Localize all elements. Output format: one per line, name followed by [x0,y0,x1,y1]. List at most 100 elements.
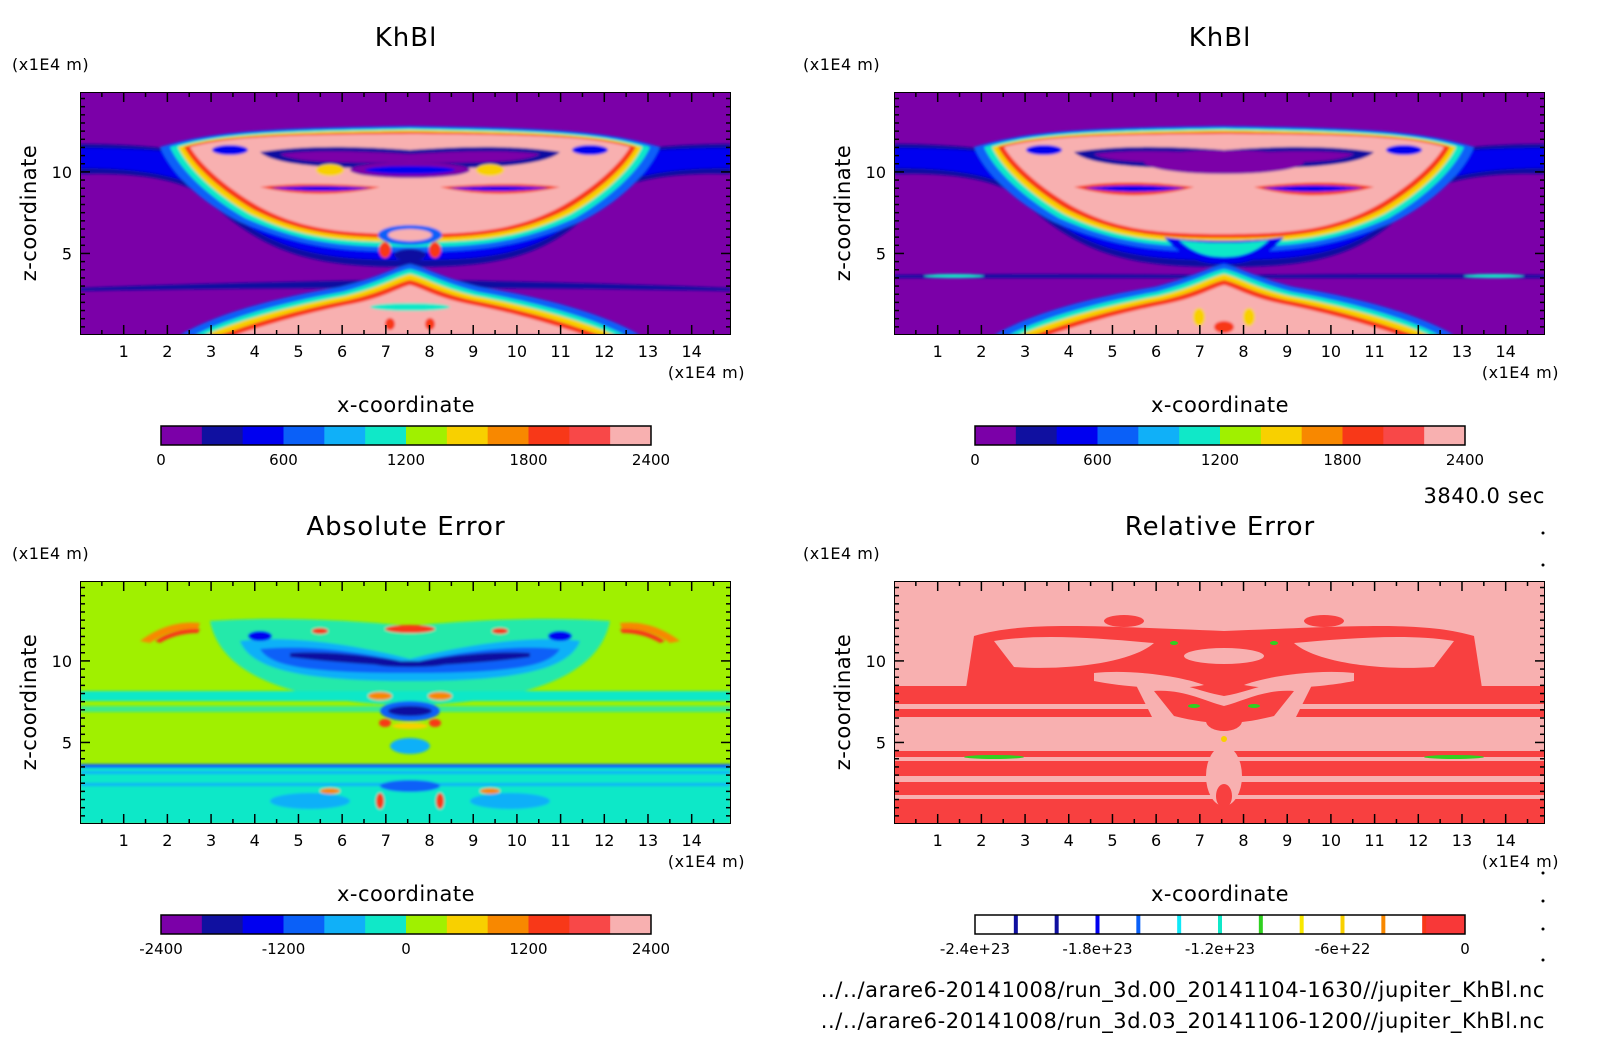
x-tick-label: 13 [1452,831,1472,850]
colorbar-swatch [1138,426,1180,445]
colorbar-tick-label: 0 [970,451,980,469]
colorbar-swatch [446,915,489,934]
colorbar-level-line [1136,915,1141,934]
panel-khbl-left: KhBl (x1E4 m) [12,23,745,469]
colorbar-swatch [1301,426,1343,445]
x-tick-labels: 1 2 3 4 5 6 7 8 9 10 11 12 13 14 [119,831,702,850]
x-tick-labels: 1 2 3 4 5 6 7 8 9 10 11 12 13 14 [119,342,702,361]
colorbar-swatch [610,915,652,934]
colorbar-swatch [1015,915,1058,934]
colorbar-swatch [1260,915,1303,934]
x-tick-label: 2 [162,342,172,361]
panel-title: KhBl [1189,23,1252,53]
colorbar-swatch [1260,426,1303,445]
x-tick-label: 13 [638,342,658,361]
colorbar-level-line [1013,915,1018,934]
colorbar-frame [160,425,652,446]
colorbar-swatch [1097,915,1139,934]
x-tick-label: 4 [1064,831,1074,850]
file-path-1: ../../arare6-20141008/run_3d.00_20141104… [821,978,1545,1003]
colorbar-tick-label: -6e+22 [1315,940,1371,958]
x-tick-label: 2 [162,831,172,850]
panel-title: Absolute Error [306,512,505,542]
colorbar-swatch [365,426,407,445]
x-tick-label: 2 [976,342,986,361]
x-tick-labels: 1 2 3 4 5 6 7 8 9 10 11 12 13 14 [933,831,1516,850]
y-tick-labels: 5 10 [866,652,886,753]
colorbar-frame [974,425,1466,446]
x-unit-label: (x1E4 m) [1482,852,1559,871]
dot-markers [1541,531,1545,962]
x-tick-label: 1 [119,831,129,850]
colorbar-level-line [1054,915,1059,934]
x-tick-label: 3 [1020,831,1030,850]
x-tick-label: 3 [206,831,216,850]
x-tick-label: 8 [1238,342,1248,361]
y-unit-label: (x1E4 m) [803,55,880,74]
x-unit-label: (x1E4 m) [668,852,745,871]
colorbar-swatch [528,426,570,445]
colorbar-level-line [1340,915,1345,934]
y-tick-label: 10 [52,163,72,182]
panel-relative-error: Relative Error (x1E4 m) [803,512,1559,958]
x-tick-label: 6 [1151,831,1161,850]
colorbar-swatch [365,915,407,934]
colorbar-tick-label: 1800 [509,451,547,469]
contour-field [894,581,1545,824]
colorbar-swatch [161,426,203,445]
x-tick-label: 9 [468,342,478,361]
tick-marks [894,581,1545,824]
y-tick-labels: 5 10 [866,163,886,264]
y-tick-labels: 5 10 [52,652,72,753]
dot-marker [1541,531,1545,535]
y-tick-label: 10 [866,652,886,671]
colorbar-tick-label: 0 [401,940,411,958]
colorbar-tick-label: 2400 [1446,451,1484,469]
y-tick-label: 5 [876,244,886,263]
x-tick-label: 7 [1195,831,1205,850]
x-tick-label: 5 [293,831,303,850]
x-tick-label: 12 [594,342,614,361]
dot-marker [1541,927,1545,931]
x-tick-label: 5 [293,342,303,361]
time-label: 3840.0 sec [1423,484,1545,508]
x-tick-label: 12 [594,831,614,850]
x-tick-label: 8 [424,342,434,361]
colorbar-tick-label: 0 [1460,940,1470,958]
contour-field [80,581,731,824]
panel-title: KhBl [375,23,438,53]
colorbar: 0 600 1200 1800 2400 [970,425,1484,469]
colorbar-swatch [1301,915,1343,934]
colorbar-tick-label: 1200 [509,940,547,958]
y-tick-label: 10 [52,652,72,671]
colorbar: 0 600 1200 1800 2400 [156,425,670,469]
x-tick-label: 8 [1238,831,1248,850]
colorbar-tick-label: 600 [269,451,298,469]
x-tick-label: 11 [1364,342,1384,361]
colorbar-tick-label: 1200 [1201,451,1239,469]
colorbar-tick-label: 1800 [1323,451,1361,469]
x-tick-label: 13 [1452,342,1472,361]
x-tick-labels: 1 2 3 4 5 6 7 8 9 10 11 12 13 14 [933,342,1516,361]
dot-marker [1541,899,1545,903]
colorbar-swatch [1342,426,1384,445]
colorbar-tick-label: 0 [156,451,166,469]
colorbar-swatch [161,915,203,934]
dot-marker [1541,958,1545,962]
y-axis-label: z-coordinate [831,634,855,771]
x-tick-label: 11 [1364,831,1384,850]
x-tick-label: 1 [933,342,943,361]
x-tick-label: 6 [337,342,347,361]
y-unit-label: (x1E4 m) [12,55,89,74]
x-tick-label: 14 [681,342,701,361]
x-tick-label: 3 [206,342,216,361]
colorbar-swatch [1097,426,1139,445]
x-unit-label: (x1E4 m) [1482,363,1559,382]
colorbar-level-line [1218,915,1222,934]
x-tick-label: 7 [381,342,391,361]
colorbar-tick-label: -2.4e+23 [940,940,1010,958]
colorbar-level-line [1381,915,1386,934]
x-tick-label: 13 [638,831,658,850]
colorbar-tick-label: -1.8e+23 [1062,940,1132,958]
